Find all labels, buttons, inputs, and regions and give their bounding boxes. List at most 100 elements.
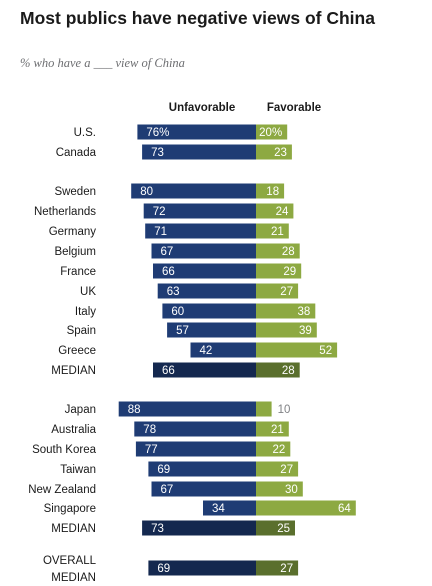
- column-header-unfavorable: Unfavorable: [169, 102, 235, 114]
- favorable-value-label: 28: [282, 365, 295, 377]
- row-label: U.S.: [74, 127, 96, 139]
- favorable-bar: [256, 183, 285, 199]
- unfavorable-bar: [134, 421, 256, 437]
- favorable-value-label: 27: [280, 286, 293, 298]
- chart-title: Most publics have negative views of Chin…: [20, 8, 375, 28]
- favorable-value-label: 21: [271, 424, 284, 436]
- favorable-bar: [256, 500, 356, 516]
- favorable-value-label: 27: [280, 563, 293, 575]
- unfavorable-bar: [148, 461, 256, 477]
- unfavorable-bar: [151, 243, 256, 259]
- unfavorable-value-label: 42: [200, 345, 213, 357]
- unfavorable-bar: [142, 520, 256, 536]
- favorable-bar: [256, 203, 294, 219]
- favorable-value-label: 27: [280, 464, 293, 476]
- unfavorable-value-label: 66: [162, 266, 175, 278]
- row-label: Japan: [65, 404, 96, 416]
- favorable-value-label: 38: [298, 306, 311, 318]
- row-label: UK: [80, 286, 96, 298]
- favorable-value-label: 28: [282, 246, 295, 258]
- unfavorable-value-label: 66: [162, 365, 175, 377]
- favorable-value-label: 39: [299, 325, 312, 337]
- column-header-favorable: Favorable: [267, 102, 321, 114]
- favorable-bar: [256, 520, 295, 536]
- favorable-bar: [256, 481, 303, 497]
- favorable-value-label: 25: [277, 523, 290, 535]
- unfavorable-bar: [203, 500, 256, 516]
- unfavorable-value-label: 69: [157, 464, 170, 476]
- favorable-value-label: 52: [319, 345, 332, 357]
- favorable-bar: [256, 322, 317, 338]
- row-label: Netherlands: [34, 206, 96, 218]
- row-label: Italy: [75, 306, 96, 318]
- unfavorable-value-label: 69: [157, 563, 170, 575]
- favorable-value-label: 20%: [259, 127, 282, 139]
- unfavorable-value-label: 80: [140, 186, 153, 198]
- favorable-bar: [256, 342, 338, 358]
- favorable-value-label: 21: [271, 226, 284, 238]
- favorable-value-label: 22: [273, 444, 286, 456]
- unfavorable-bar: [131, 183, 256, 199]
- favorable-bar: [256, 421, 289, 437]
- unfavorable-value-label: 63: [167, 286, 180, 298]
- favorable-value-label: 24: [276, 206, 289, 218]
- unfavorable-bar: [145, 223, 256, 239]
- row-label: South Korea: [32, 444, 97, 456]
- row-label: Canada: [56, 147, 97, 159]
- favorable-bar: [256, 263, 302, 279]
- unfavorable-bar: [137, 124, 256, 140]
- unfavorable-value-label: 71: [154, 226, 167, 238]
- favorable-bar: [256, 401, 272, 417]
- favorable-bar: [256, 243, 300, 259]
- row-label: Greece: [58, 345, 96, 357]
- favorable-value-label: 23: [274, 147, 287, 159]
- unfavorable-value-label: 77: [145, 444, 158, 456]
- row-label: Singapore: [44, 503, 96, 515]
- unfavorable-value-label: 73: [151, 523, 164, 535]
- unfavorable-value-label: 78: [143, 424, 156, 436]
- favorable-value-label: 30: [285, 484, 298, 496]
- unfavorable-value-label: 72: [153, 206, 166, 218]
- favorable-value-label: 18: [266, 186, 279, 198]
- favorable-value-label: 29: [283, 266, 296, 278]
- row-label: Sweden: [54, 186, 96, 198]
- favorable-bar: [256, 124, 288, 140]
- favorable-bar: [256, 441, 291, 457]
- favorable-bar: [256, 560, 299, 576]
- row-label: Australia: [51, 424, 96, 436]
- unfavorable-bar: [151, 481, 256, 497]
- unfavorable-bar: [118, 401, 256, 417]
- row-label: MEDIAN: [51, 523, 96, 535]
- unfavorable-value-label: 88: [128, 404, 141, 416]
- unfavorable-bar: [167, 322, 256, 338]
- unfavorable-value-label: 73: [151, 147, 164, 159]
- row-label: Belgium: [54, 246, 96, 258]
- row-label: Taiwan: [60, 464, 96, 476]
- favorable-bar: [256, 283, 299, 299]
- unfavorable-bar: [157, 283, 256, 299]
- favorable-bar: [256, 362, 300, 378]
- row-label: France: [60, 266, 96, 278]
- unfavorable-value-label: 34: [212, 503, 225, 515]
- unfavorable-bar: [153, 362, 256, 378]
- unfavorable-bar: [135, 441, 256, 457]
- favorable-bar: [256, 223, 289, 239]
- unfavorable-bar: [143, 203, 256, 219]
- favorable-bar: [256, 303, 316, 319]
- unfavorable-bar: [153, 263, 256, 279]
- unfavorable-value-label: 60: [171, 306, 184, 318]
- unfavorable-value-label: 67: [161, 484, 174, 496]
- unfavorable-bar: [142, 144, 256, 160]
- row-label: Spain: [67, 325, 96, 337]
- row-label: MEDIAN: [51, 365, 96, 377]
- chart-subtitle: % who have a ___ view of China: [20, 56, 185, 70]
- unfavorable-bar: [162, 303, 256, 319]
- row-label: Germany: [49, 226, 97, 238]
- favorable-value-label: 64: [338, 503, 351, 515]
- row-label: New Zealand: [28, 484, 96, 496]
- favorable-bar: [256, 461, 299, 477]
- row-label: OVERALL MEDIAN: [43, 555, 97, 584]
- unfavorable-value-label: 67: [161, 246, 174, 258]
- unfavorable-value-label: 76%: [146, 127, 169, 139]
